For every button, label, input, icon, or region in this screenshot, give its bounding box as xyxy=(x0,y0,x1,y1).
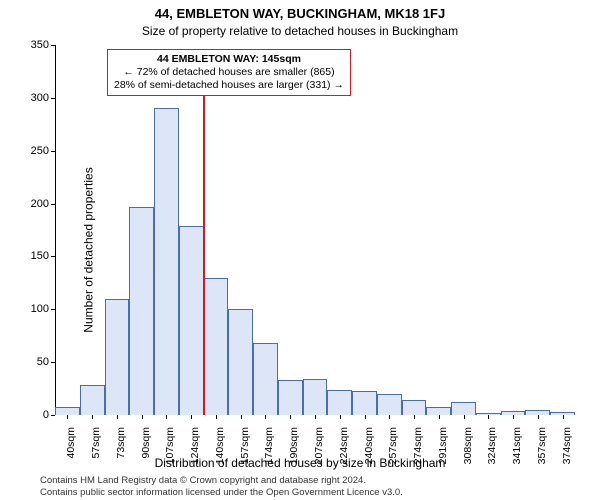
chart-subtitle: Size of property relative to detached ho… xyxy=(0,24,600,38)
y-tick-mark xyxy=(51,362,55,363)
y-tick-mark xyxy=(51,98,55,99)
histogram-bar xyxy=(402,400,427,415)
attribution-text: Contains HM Land Registry data © Crown c… xyxy=(40,475,403,498)
x-tick-mark xyxy=(340,415,341,419)
histogram-bar xyxy=(154,108,179,415)
x-tick-mark xyxy=(92,415,93,419)
x-tick-mark xyxy=(513,415,514,419)
y-tick-mark xyxy=(51,256,55,257)
x-tick-mark xyxy=(290,415,291,419)
histogram-bar xyxy=(80,385,105,415)
histogram-bar xyxy=(55,407,80,415)
x-tick-mark xyxy=(315,415,316,419)
y-tick-label: 150 xyxy=(9,250,49,262)
x-tick-mark xyxy=(241,415,242,419)
histogram-bar xyxy=(278,380,303,415)
property-marker-line xyxy=(203,87,205,415)
x-tick-mark xyxy=(142,415,143,419)
x-tick-mark xyxy=(166,415,167,419)
x-tick-mark xyxy=(389,415,390,419)
x-tick-mark xyxy=(365,415,366,419)
x-tick-mark xyxy=(464,415,465,419)
y-tick-label: 350 xyxy=(9,39,49,51)
attribution-line: Contains HM Land Registry data © Crown c… xyxy=(40,475,403,486)
chart-title: 44, EMBLETON WAY, BUCKINGHAM, MK18 1FJ xyxy=(0,6,600,21)
histogram-bar xyxy=(204,278,229,415)
x-axis-label: Distribution of detached houses by size … xyxy=(0,456,600,470)
x-tick-mark xyxy=(191,415,192,419)
histogram-bar xyxy=(426,407,451,415)
y-tick-mark xyxy=(51,309,55,310)
x-tick-mark xyxy=(563,415,564,419)
y-tick-label: 100 xyxy=(9,303,49,315)
x-tick-mark xyxy=(265,415,266,419)
histogram-bar xyxy=(253,343,278,415)
y-tick-label: 300 xyxy=(9,92,49,104)
annotation-box: 44 EMBLETON WAY: 145sqm← 72% of detached… xyxy=(107,49,351,96)
histogram-bar xyxy=(352,391,377,415)
histogram-bar xyxy=(228,309,253,415)
x-tick-mark xyxy=(414,415,415,419)
attribution-line: Contains public sector information licen… xyxy=(40,487,403,498)
histogram-bar xyxy=(377,394,402,415)
histogram-bar xyxy=(129,207,154,415)
histogram-bar xyxy=(327,390,352,415)
chart-container: 44, EMBLETON WAY, BUCKINGHAM, MK18 1FJ S… xyxy=(0,0,600,500)
annotation-line: 28% of semi-detached houses are larger (… xyxy=(114,79,344,92)
annotation-line: 44 EMBLETON WAY: 145sqm xyxy=(114,53,344,66)
x-tick-mark xyxy=(439,415,440,419)
histogram-bar xyxy=(179,226,204,415)
y-tick-label: 200 xyxy=(9,198,49,210)
y-tick-mark xyxy=(51,45,55,46)
x-tick-mark xyxy=(538,415,539,419)
y-tick-label: 0 xyxy=(9,409,49,421)
y-tick-mark xyxy=(51,151,55,152)
y-tick-mark xyxy=(51,204,55,205)
histogram-bar xyxy=(451,402,476,415)
y-tick-label: 250 xyxy=(9,145,49,157)
y-tick-label: 50 xyxy=(9,356,49,368)
x-tick-mark xyxy=(117,415,118,419)
plot-area: 05010015020025030035040sqm57sqm73sqm90sq… xyxy=(55,45,575,415)
x-tick-mark xyxy=(216,415,217,419)
y-tick-mark xyxy=(51,415,55,416)
x-tick-mark xyxy=(67,415,68,419)
x-tick-mark xyxy=(488,415,489,419)
y-axis-line xyxy=(55,45,56,415)
histogram-bar xyxy=(303,379,328,415)
annotation-line: ← 72% of detached houses are smaller (86… xyxy=(114,66,344,79)
histogram-bar xyxy=(105,299,130,415)
